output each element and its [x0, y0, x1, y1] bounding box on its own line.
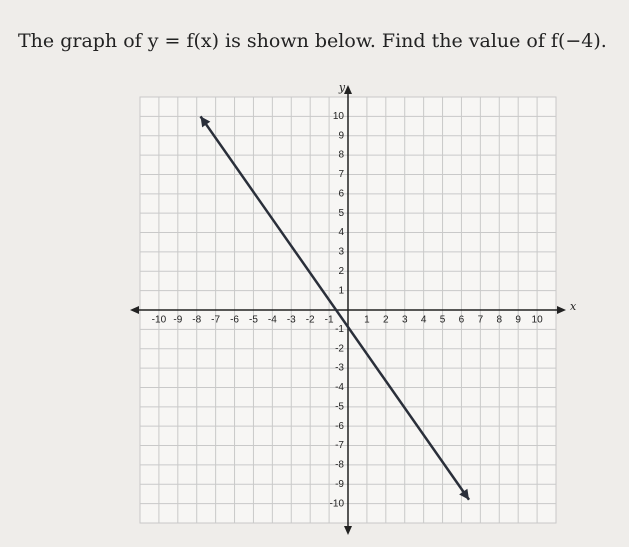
- y-tick-label: -6: [335, 421, 344, 432]
- y-tick-label: 9: [338, 130, 344, 141]
- x-tick-label: -9: [173, 315, 182, 326]
- y-tick-label: 3: [338, 247, 344, 258]
- y-tick-label: 1: [338, 285, 344, 296]
- x-tick-label: -6: [230, 315, 239, 326]
- y-tick-label: 5: [338, 208, 344, 219]
- x-tick-label: -4: [268, 315, 277, 326]
- x-tick-label: 2: [383, 315, 389, 326]
- line-arrow: [200, 116, 211, 128]
- y-tick-label: -3: [335, 363, 344, 374]
- x-tick-label: 7: [478, 315, 484, 326]
- x-tick-label: 4: [421, 315, 427, 326]
- y-tick-label: 10: [333, 111, 345, 122]
- y-tick-label: 6: [338, 188, 344, 199]
- y-tick-label: -5: [335, 401, 344, 412]
- function-line: [199, 115, 471, 501]
- x-tick-label: 10: [532, 315, 544, 326]
- axis-arrow: [557, 306, 566, 314]
- y-tick-label: -2: [335, 343, 344, 354]
- x-tick-label: -3: [287, 315, 296, 326]
- x-tick-label: -7: [211, 315, 220, 326]
- x-tick-label: -8: [192, 315, 201, 326]
- y-tick-label: -8: [335, 460, 344, 471]
- axis-arrow: [344, 85, 352, 94]
- y-tick-label: 2: [338, 266, 344, 277]
- x-tick-label: 8: [496, 315, 502, 326]
- x-tick-label: 1: [364, 315, 370, 326]
- x-tick-label: 9: [515, 315, 521, 326]
- y-tick-label: -1: [335, 324, 344, 335]
- x-tick-label: -5: [249, 315, 258, 326]
- y-axis-label: y: [338, 81, 346, 94]
- y-tick-label: 7: [338, 169, 344, 180]
- x-axis-label: x: [570, 300, 577, 313]
- x-tick-label: 3: [402, 315, 408, 326]
- axis-arrow: [130, 306, 139, 314]
- x-tick-label: 5: [440, 315, 446, 326]
- x-tick-label: -2: [306, 315, 315, 326]
- y-tick-label: -4: [335, 382, 344, 393]
- x-tick-label: -1: [325, 315, 334, 326]
- y-tick-label: 8: [338, 150, 344, 161]
- question-title: The graph of y = f(x) is shown below. Fi…: [18, 30, 607, 52]
- axis-arrow: [344, 526, 352, 535]
- line-arrow: [459, 488, 470, 500]
- y-tick-label: -7: [335, 440, 344, 451]
- x-tick-label: -10: [152, 315, 167, 326]
- y-tick-label: -9: [335, 479, 344, 490]
- y-tick-label: 4: [338, 227, 344, 238]
- y-tick-label: -10: [330, 498, 345, 509]
- x-tick-label: 6: [459, 315, 465, 326]
